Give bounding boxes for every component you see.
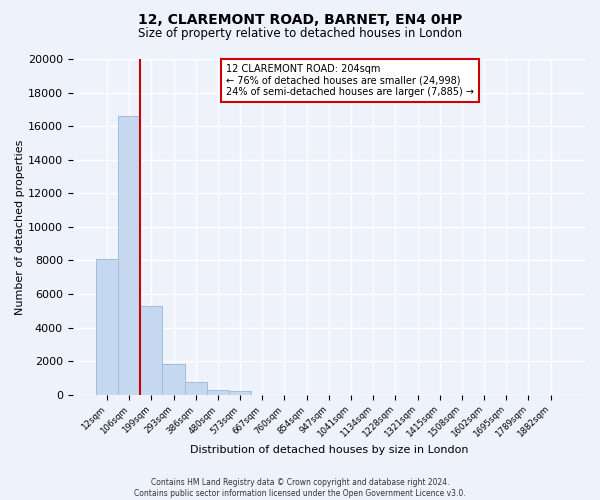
Text: 12, CLAREMONT ROAD, BARNET, EN4 0HP: 12, CLAREMONT ROAD, BARNET, EN4 0HP <box>138 12 462 26</box>
Bar <box>185 382 207 395</box>
Text: Size of property relative to detached houses in London: Size of property relative to detached ho… <box>138 28 462 40</box>
Bar <box>118 116 140 395</box>
Y-axis label: Number of detached properties: Number of detached properties <box>15 139 25 314</box>
Text: Contains HM Land Registry data © Crown copyright and database right 2024.
Contai: Contains HM Land Registry data © Crown c… <box>134 478 466 498</box>
Bar <box>207 390 229 395</box>
Bar <box>229 392 251 395</box>
Text: 12 CLAREMONT ROAD: 204sqm
← 76% of detached houses are smaller (24,998)
24% of s: 12 CLAREMONT ROAD: 204sqm ← 76% of detac… <box>226 64 475 97</box>
Bar <box>163 364 185 395</box>
Bar <box>96 259 118 395</box>
Bar <box>140 306 163 395</box>
X-axis label: Distribution of detached houses by size in London: Distribution of detached houses by size … <box>190 445 468 455</box>
